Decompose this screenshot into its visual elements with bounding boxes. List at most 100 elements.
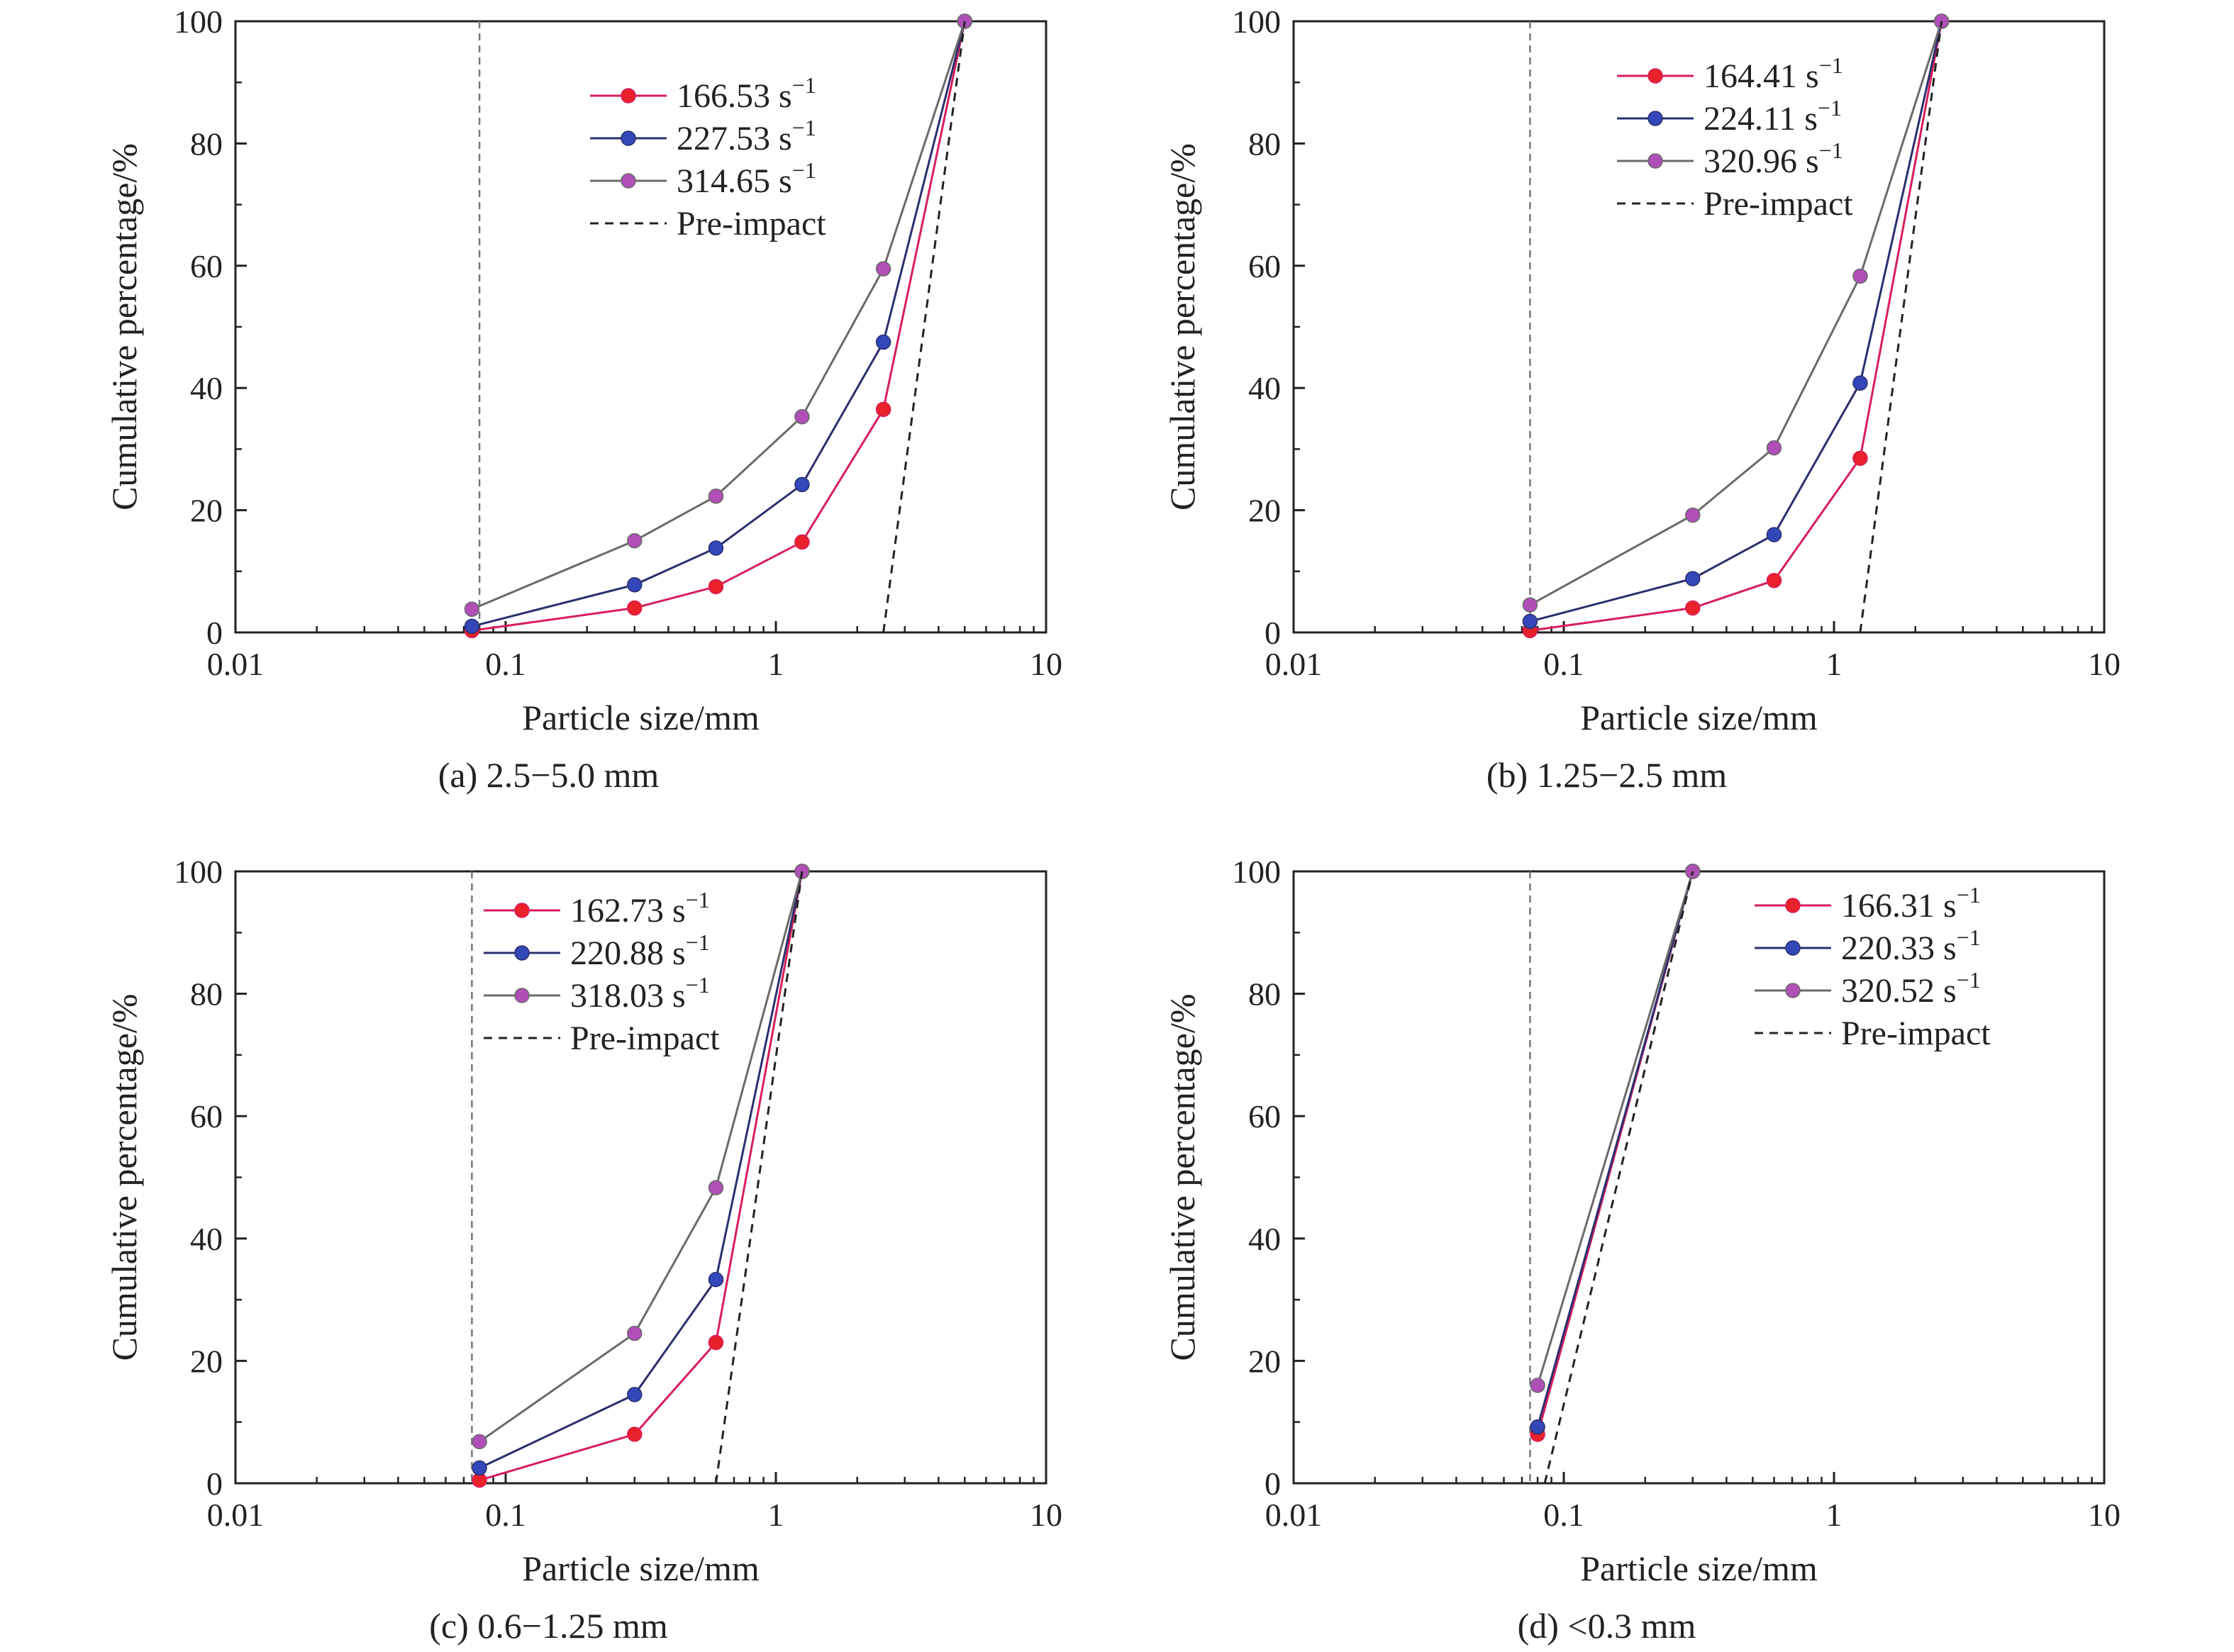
series-line-blue [1536, 871, 1694, 1428]
y-tick-label: 0 [1265, 1466, 1281, 1502]
chart-panel-b: 0 20 40 60 80 100 0.01 0.1 1 10 Particle size/mm Cu… [1162, 4, 2121, 795]
data-point-red [708, 1334, 724, 1351]
y-axis-label: Cumulative percentage/% [104, 994, 144, 1361]
legend-marker-red [621, 88, 636, 104]
data-point-purple [708, 1180, 724, 1195]
legend-label-superscript: −1 [1957, 882, 1981, 908]
legend-label-superscript: −1 [792, 115, 816, 140]
legend-marker-red [1647, 68, 1663, 84]
series-line-pre-impact [882, 21, 966, 633]
y-tick-label: 100 [174, 4, 223, 40]
x-tick-label: 10 [1030, 646, 1062, 682]
x-tick-label: 0.1 [1543, 646, 1584, 682]
legend-label: Pre-impact [1704, 185, 1853, 223]
data-point-blue [472, 1460, 487, 1476]
y-tick-label: 100 [1232, 854, 1281, 890]
legend-label-text: Pre-impact [570, 1020, 720, 1057]
data-point-blue [1522, 613, 1538, 630]
legend-label-text: Pre-impact [677, 205, 826, 242]
data-point-purple [464, 601, 480, 617]
legend-label: 314.65 s−1 [677, 157, 816, 200]
legend-label: 166.53 s−1 [677, 72, 816, 115]
series-line-blue [472, 21, 966, 627]
legend-label-text: 220.88 s [570, 934, 686, 972]
legend-label: 224.11 s−1 [1704, 95, 1842, 138]
y-tick-label: 80 [1248, 976, 1281, 1012]
legend-marker-blue [1785, 940, 1801, 956]
data-point-blue [1530, 1419, 1545, 1435]
data-point-blue [1852, 375, 1868, 391]
x-tick-label: 0.1 [485, 646, 526, 682]
legend-label: 220.33 s−1 [1841, 925, 1981, 967]
y-tick-label: 60 [1248, 248, 1281, 284]
data-point-blue [1766, 527, 1782, 542]
legend-label-text: 166.31 s [1841, 887, 1957, 925]
legend-label-superscript: −1 [792, 72, 816, 98]
legend-label-text: 164.41 s [1704, 57, 1819, 95]
legend-marker-blue [1647, 111, 1663, 126]
y-axis-label: Cumulative percentage/% [1162, 143, 1202, 510]
y-tick-label: 20 [1248, 493, 1281, 529]
y-tick-label: 40 [190, 370, 223, 406]
legend-label: Pre-impact [1841, 1015, 1991, 1052]
legend-label-superscript: −1 [1819, 52, 1843, 78]
y-tick-label: 80 [190, 976, 223, 1012]
legend-marker-purple [621, 173, 636, 189]
x-tick-label: 0.1 [1543, 1497, 1584, 1533]
y-tick-label: 0 [206, 615, 223, 651]
legend-label: 162.73 s−1 [570, 887, 710, 930]
legend-marker-blue [514, 945, 530, 961]
x-tick-label: 0.01 [1265, 1497, 1323, 1533]
x-tick-label: 1 [768, 646, 784, 682]
y-tick-label: 60 [190, 248, 223, 284]
y-tick-label: 0 [206, 1466, 223, 1502]
legend-label-superscript: −1 [1957, 967, 1981, 993]
series-line-purple [479, 871, 804, 1443]
y-tick-label: 40 [1248, 370, 1281, 406]
legend-marker-purple [1785, 983, 1801, 998]
x-tick-label: 1 [1826, 646, 1843, 682]
y-tick-label: 40 [190, 1221, 223, 1257]
y-tick-label: 80 [190, 125, 223, 162]
legend-label: 320.52 s−1 [1841, 967, 1981, 1010]
y-tick-label: 0 [1265, 615, 1281, 651]
y-tick-label: 20 [1248, 1343, 1281, 1379]
y-tick-label: 20 [190, 1343, 223, 1379]
data-point-purple [1530, 1378, 1545, 1393]
legend-marker-blue [621, 130, 636, 146]
data-point-purple [627, 532, 643, 549]
data-point-red [708, 579, 724, 595]
x-tick-label: 0.01 [1265, 646, 1323, 682]
legend-label-superscript: −1 [792, 157, 816, 183]
y-tick-label: 20 [190, 493, 223, 529]
series-line-pre-impact [715, 871, 804, 1484]
x-tick-label: 10 [1030, 1497, 1062, 1533]
legend-label-superscript: −1 [1957, 925, 1981, 950]
legend-label: Pre-impact [570, 1020, 720, 1057]
x-tick-label: 0.01 [207, 1497, 265, 1533]
data-point-blue [627, 1387, 643, 1402]
legend-label-superscript: −1 [1819, 138, 1843, 163]
data-point-red [1685, 600, 1701, 616]
y-axis-label: Cumulative percentage/% [1162, 994, 1202, 1361]
legend-label-superscript: −1 [686, 972, 710, 998]
data-point-blue [794, 476, 810, 493]
data-point-red [875, 401, 891, 418]
plot-frame [1292, 870, 2106, 1485]
data-point-red [627, 600, 643, 616]
series-line-purple [1536, 871, 1694, 1386]
chart-panel-a: 0 20 40 60 80 100 0.01 0.1 1 10 Particle size/mm Cu… [104, 4, 1062, 795]
y-tick-label: 100 [174, 854, 223, 890]
data-point-blue [627, 577, 643, 593]
legend-label: 320.96 s−1 [1704, 138, 1843, 180]
data-point-red [794, 534, 810, 550]
legend-label: 164.41 s−1 [1704, 52, 1843, 95]
data-point-purple [1852, 268, 1868, 284]
x-axis-label: Particle size/mm [1580, 698, 1818, 737]
x-axis-label: Particle size/mm [522, 698, 760, 737]
legend-label-superscript: −1 [1818, 95, 1842, 121]
y-tick-label: 80 [1248, 125, 1281, 162]
